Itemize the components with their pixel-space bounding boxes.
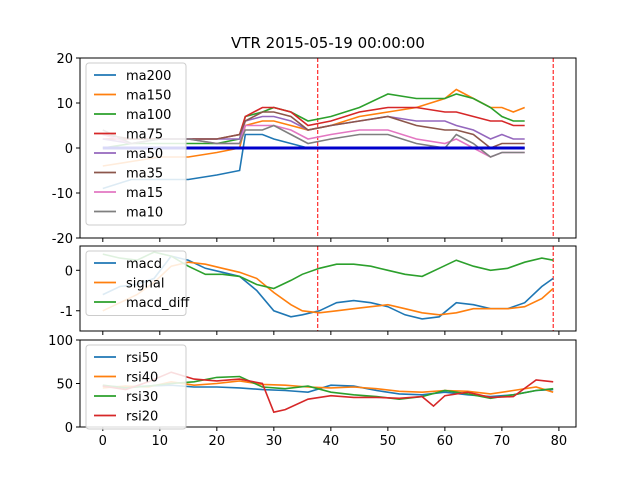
legend-box xyxy=(85,344,187,430)
series-line-ma35 xyxy=(102,111,525,149)
chart-title: VTR 2015-05-19 00:00:00 xyxy=(231,34,425,52)
y-tick-label: 10 xyxy=(56,97,73,112)
x-tick-label: 60 xyxy=(437,434,454,449)
y-tick-label: 100 xyxy=(48,334,73,349)
legend-label-rsi20: rsi20 xyxy=(126,410,158,425)
y-tick-label: -20 xyxy=(52,232,73,247)
panel-2: -1 0 macd signal macd_diff xyxy=(60,245,577,335)
series-line-ma10 xyxy=(102,124,525,158)
legend-box xyxy=(85,62,187,226)
legend-label-rsi40: rsi40 xyxy=(126,371,158,386)
x-tick-label: 20 xyxy=(209,434,226,449)
legend: ma200 ma150 ma100 ma75 ma50 ma35 ma15 ma10 xyxy=(85,62,187,226)
y-tick-label: 0 xyxy=(65,264,73,279)
legend-label-ma50: ma50 xyxy=(126,147,163,162)
panel-1: -20-1001020ma200ma150ma100ma75ma50ma35ma… xyxy=(52,52,577,247)
chart-panels: -20-1001020ma200ma150ma100ma75ma50ma35ma… xyxy=(48,52,577,449)
legend: rsi50 rsi40 rsi30 rsi20 xyxy=(85,344,187,430)
legend-label-ma75: ma75 xyxy=(126,128,163,143)
x-tick-label: 10 xyxy=(152,434,169,449)
legend: macd signal macd_diff xyxy=(85,250,190,316)
legend-label-ma200: ma200 xyxy=(126,69,171,84)
x-tick-label: 70 xyxy=(494,434,511,449)
legend-label-macd: macd xyxy=(126,257,162,272)
x-tick-label: 30 xyxy=(266,434,283,449)
y-tick-label: 20 xyxy=(56,52,73,67)
x-tick-label: 50 xyxy=(380,434,397,449)
legend-label-ma35: ma35 xyxy=(126,167,163,182)
legend-label-signal: signal xyxy=(126,277,164,292)
legend-label-ma150: ma150 xyxy=(126,89,171,104)
y-tick-label: -10 xyxy=(52,187,73,202)
x-tick-label: 0 xyxy=(99,434,107,449)
axes-frame xyxy=(79,245,577,332)
legend-label-ma10: ma10 xyxy=(126,206,163,221)
y-tick-label: 0 xyxy=(65,142,73,157)
legend-label-ma100: ma100 xyxy=(126,108,171,123)
legend-label-macd_diff: macd_diff xyxy=(126,296,190,311)
y-tick-label: 50 xyxy=(56,378,73,393)
legend-label-ma15: ma15 xyxy=(126,186,163,201)
x-tick-label: 80 xyxy=(551,434,568,449)
series-line-ma100 xyxy=(102,93,525,149)
y-tick-label: -1 xyxy=(60,305,73,320)
legend-box xyxy=(85,250,187,316)
legend-label-rsi30: rsi30 xyxy=(126,390,158,405)
legend-label-rsi50: rsi50 xyxy=(126,351,158,366)
x-tick-label: 40 xyxy=(323,434,340,449)
y-tick-label: 0 xyxy=(65,421,73,436)
